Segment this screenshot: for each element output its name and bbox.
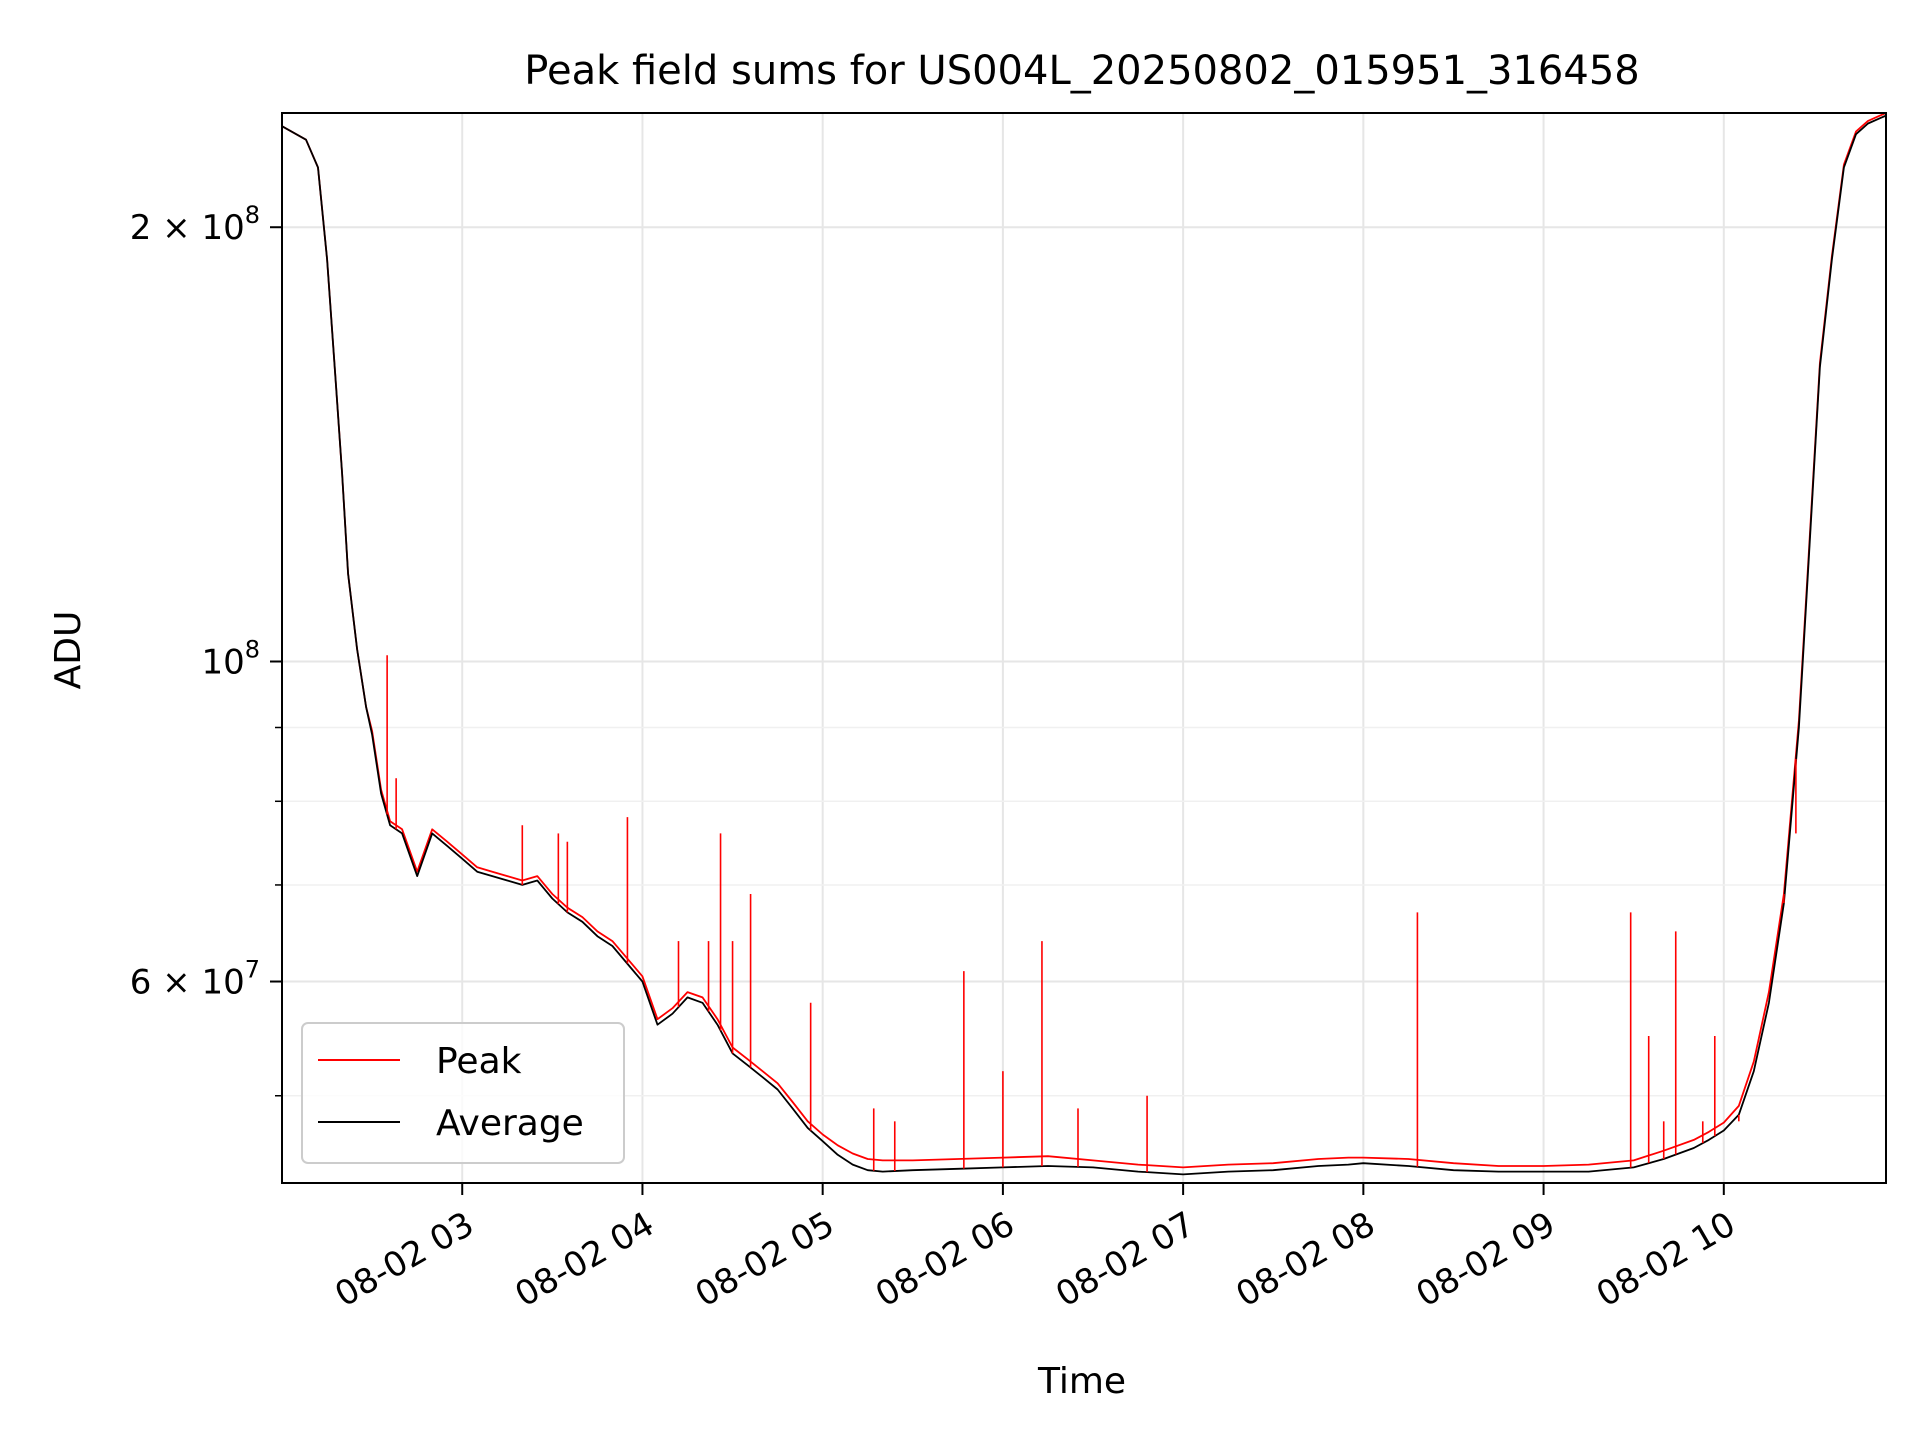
- y-tick-label-exponent: 8: [245, 635, 260, 663]
- series-line-average: [282, 114, 1886, 1176]
- y-tick-label-exponent: 8: [245, 201, 260, 229]
- y-tick-label: 2 × 108: [130, 201, 260, 248]
- legend-average-label: Average: [436, 1103, 584, 1144]
- y-tick-label-base: 2 × 10: [130, 208, 245, 248]
- y-tick-label-base: 6 × 10: [130, 963, 245, 1003]
- y-tick-label: 6 × 107: [130, 956, 260, 1003]
- x-axis-label: Time: [1037, 1361, 1126, 1402]
- legend-box: [301, 1022, 625, 1164]
- y-axis-label: ADU: [48, 611, 89, 690]
- y-tick-label-base: 10: [201, 642, 244, 682]
- legend: Peak Average: [301, 1022, 625, 1164]
- y-tick-label-exponent: 7: [245, 956, 260, 984]
- legend-peak-label: Peak: [436, 1041, 522, 1082]
- chart-title: Peak field sums for US004L_20250802_0159…: [524, 48, 1639, 94]
- y-tick-label: 108: [201, 635, 260, 682]
- plot-area-frame: [281, 112, 1887, 1184]
- series-line-peak: [282, 113, 1886, 1169]
- series-layer: [282, 113, 1886, 1176]
